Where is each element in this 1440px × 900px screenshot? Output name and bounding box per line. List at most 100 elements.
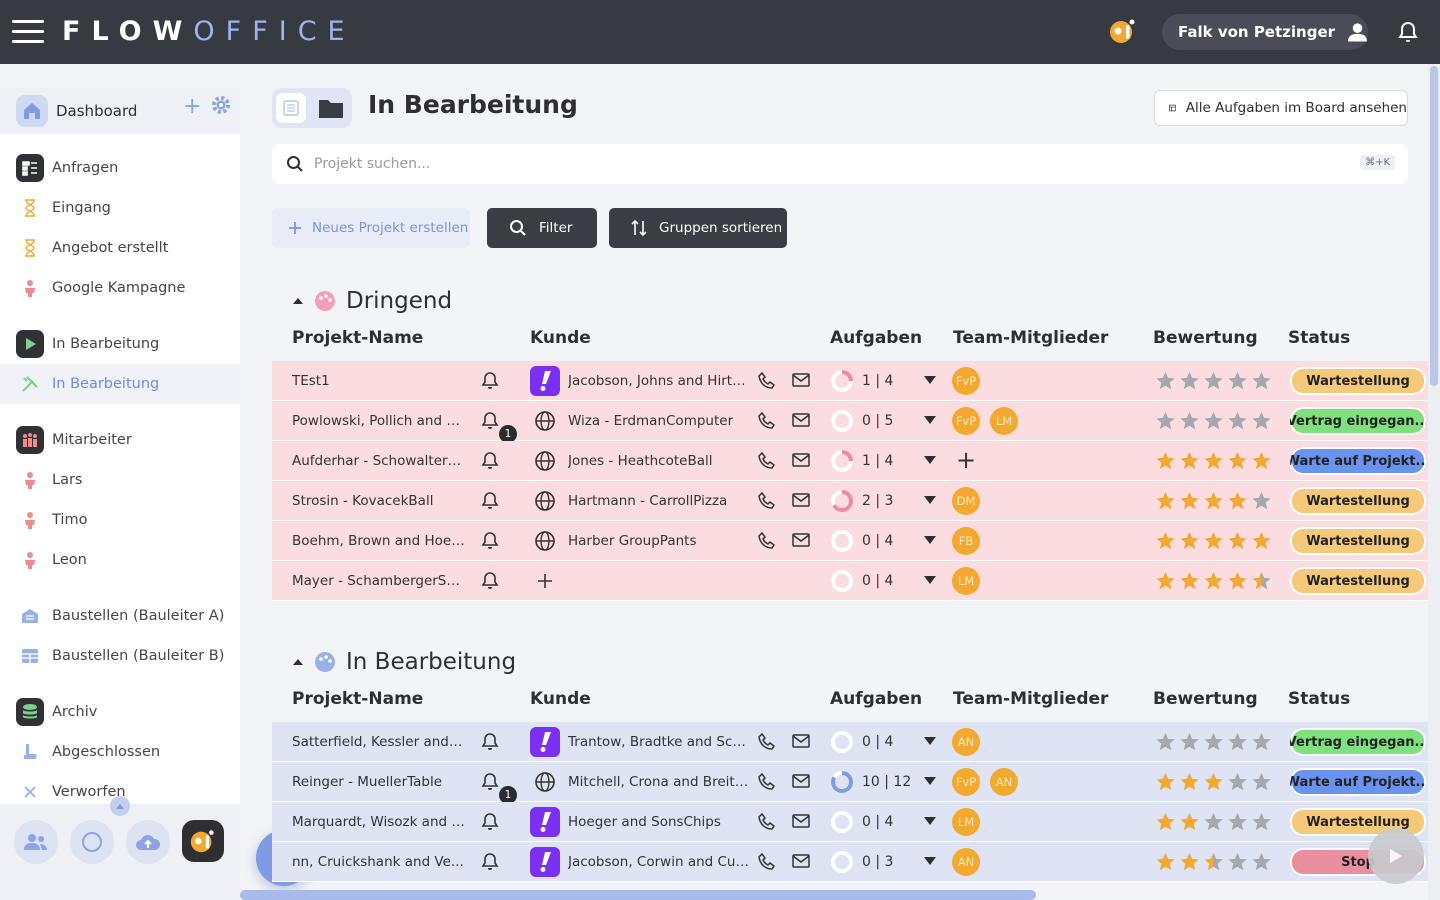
mail-icon[interactable]	[792, 533, 810, 547]
project-name[interactable]: Aufderhar - SchowalterBall ...	[292, 441, 466, 481]
menu-icon[interactable]	[12, 20, 44, 44]
app-logo[interactable]: FLOWOFFICE	[62, 16, 356, 47]
customer-name[interactable]: Jacobson, Corwin and Cum...	[568, 842, 752, 882]
status-badge[interactable]: Wartestellung	[1290, 527, 1426, 555]
star-icon[interactable]	[1203, 570, 1224, 591]
phone-icon[interactable]	[758, 412, 776, 430]
view-toggle[interactable]	[272, 88, 352, 128]
status-badge[interactable]: Vertrag eingegan...	[1290, 728, 1426, 756]
customer-name[interactable]: Mitchell, Crona and Breitenb...	[568, 762, 752, 802]
star-icon[interactable]	[1251, 771, 1272, 792]
table-row[interactable]: TEst1 Jacobson, Johns and HirtheS... 1 | 4…	[272, 361, 1428, 401]
sidebar-item-leon[interactable]: Leon	[0, 540, 240, 580]
board-view-button[interactable]: Alle Aufgaben im Board ansehen	[1154, 90, 1408, 126]
folder-icon[interactable]	[318, 97, 344, 119]
avatar[interactable]: LM	[952, 567, 980, 595]
bell-icon[interactable]	[480, 411, 500, 431]
star-icon[interactable]	[1251, 851, 1272, 872]
caret-down-icon[interactable]	[924, 576, 936, 584]
star-icon[interactable]	[1155, 570, 1176, 591]
collapse-icon[interactable]	[292, 297, 304, 305]
table-row[interactable]: Boehm, Brown and Hoege... Harber GroupPan…	[272, 521, 1428, 561]
add-view-button[interactable]: +	[183, 94, 202, 119]
globe-icon[interactable]	[530, 526, 560, 556]
avatar[interactable]: AN	[952, 728, 980, 756]
star-icon[interactable]	[1155, 450, 1176, 471]
column-header-bewertung[interactable]: Bewertung	[1153, 689, 1258, 709]
star-icon[interactable]	[1227, 731, 1248, 752]
phone-icon[interactable]	[758, 853, 776, 871]
rating-stars[interactable]	[1155, 530, 1272, 551]
collapse-icon[interactable]	[292, 658, 304, 666]
rating-stars[interactable]	[1155, 811, 1272, 832]
star-icon[interactable]	[1155, 530, 1176, 551]
table-row[interactable]: Aufderhar - SchowalterBall ... Jones - He…	[272, 441, 1428, 481]
column-header-name[interactable]: Projekt-Name	[292, 328, 424, 348]
mail-icon[interactable]	[792, 493, 810, 507]
table-row[interactable]: Marquardt, Wisozk and Br... Hoeger and So…	[272, 802, 1428, 842]
table-row[interactable]: Mayer - SchambergerShoes 0 | 4 LM Wartestel…	[272, 561, 1428, 601]
filter-button[interactable]: Filter	[487, 208, 597, 248]
project-name[interactable]: nn, Cruickshank and Ve...	[292, 842, 466, 882]
star-icon[interactable]	[1251, 410, 1272, 431]
star-icon[interactable]	[1203, 450, 1224, 471]
caret-down-icon[interactable]	[924, 496, 936, 504]
star-icon[interactable]	[1155, 771, 1176, 792]
vertical-scrollbar[interactable]	[1428, 64, 1440, 900]
assistant-button[interactable]	[182, 820, 224, 862]
palette-icon[interactable]	[314, 651, 336, 673]
phone-icon[interactable]	[758, 452, 776, 470]
rating-stars[interactable]	[1155, 490, 1272, 511]
sidebar-item-mitarbeiter[interactable]: Mitarbeiter	[0, 420, 240, 460]
status-badge[interactable]: Wartestellung	[1290, 487, 1426, 515]
sidebar-item-baustellen-bauleiter-a[interactable]: Baustellen (Bauleiter A)	[0, 596, 240, 636]
bell-icon[interactable]	[480, 772, 500, 792]
avatar[interactable]: LM	[990, 407, 1018, 435]
caret-down-icon[interactable]	[924, 737, 936, 745]
customer-name[interactable]: Trantow, Bradtke and Schmid...	[568, 722, 752, 762]
table-row[interactable]: Satterfield, Kessler and Lar... Trantow, …	[272, 722, 1428, 762]
column-header-name[interactable]: Projekt-Name	[292, 689, 424, 709]
star-icon[interactable]	[1251, 530, 1272, 551]
table-row[interactable]: Powlowski, Pollich and Blo... 1 Wiza - Erd…	[272, 401, 1428, 443]
team-button[interactable]	[14, 820, 58, 864]
project-name[interactable]: Boehm, Brown and Hoege...	[292, 521, 466, 561]
group-header[interactable]: In Bearbeitung	[292, 649, 516, 675]
star-icon[interactable]	[1251, 490, 1272, 511]
customer-name[interactable]: Wiza - ErdmanComputer	[568, 401, 752, 441]
rating-stars[interactable]	[1155, 370, 1272, 391]
notification-bell-icon[interactable]	[1396, 20, 1420, 44]
star-icon[interactable]	[1251, 731, 1272, 752]
caret-down-icon[interactable]	[924, 376, 936, 384]
avatar[interactable]: DM	[952, 487, 980, 515]
avatar[interactable]: FvP	[952, 367, 980, 395]
star-icon[interactable]	[1251, 811, 1272, 832]
status-badge[interactable]: Warte auf Projekt...	[1290, 768, 1426, 796]
bell-icon[interactable]	[480, 371, 500, 391]
column-header-team[interactable]: Team-Mitglieder	[953, 689, 1109, 709]
star-icon[interactable]	[1179, 570, 1200, 591]
bell-icon[interactable]	[480, 491, 500, 511]
star-icon[interactable]	[1227, 410, 1248, 431]
mail-icon[interactable]	[792, 774, 810, 788]
rating-stars[interactable]	[1155, 570, 1272, 591]
customer-name[interactable]: Jones - HeathcoteBall	[568, 441, 752, 481]
sidebar-item-eingang[interactable]: Eingang	[0, 188, 240, 228]
sidebar-item-abgeschlossen[interactable]: Abgeschlossen	[0, 732, 240, 772]
star-icon[interactable]	[1251, 450, 1272, 471]
project-name[interactable]: Satterfield, Kessler and Lar...	[292, 722, 466, 762]
mail-icon[interactable]	[792, 373, 810, 387]
star-icon[interactable]	[1251, 370, 1272, 391]
project-search[interactable]: ⌘+K	[272, 144, 1408, 184]
star-icon[interactable]	[1227, 530, 1248, 551]
mail-icon[interactable]	[792, 453, 810, 467]
star-icon[interactable]	[1227, 490, 1248, 511]
caret-down-icon[interactable]	[924, 456, 936, 464]
rating-stars[interactable]	[1155, 731, 1272, 752]
avatar[interactable]: FvP	[952, 407, 980, 435]
avatar[interactable]: AN	[990, 768, 1018, 796]
customer-name[interactable]: Hartmann - CarrollPizza	[568, 481, 752, 521]
sidebar-item-baustellen-bauleiter-b[interactable]: Baustellen (Bauleiter B)	[0, 636, 240, 676]
star-icon[interactable]	[1203, 851, 1224, 872]
star-icon[interactable]	[1203, 530, 1224, 551]
